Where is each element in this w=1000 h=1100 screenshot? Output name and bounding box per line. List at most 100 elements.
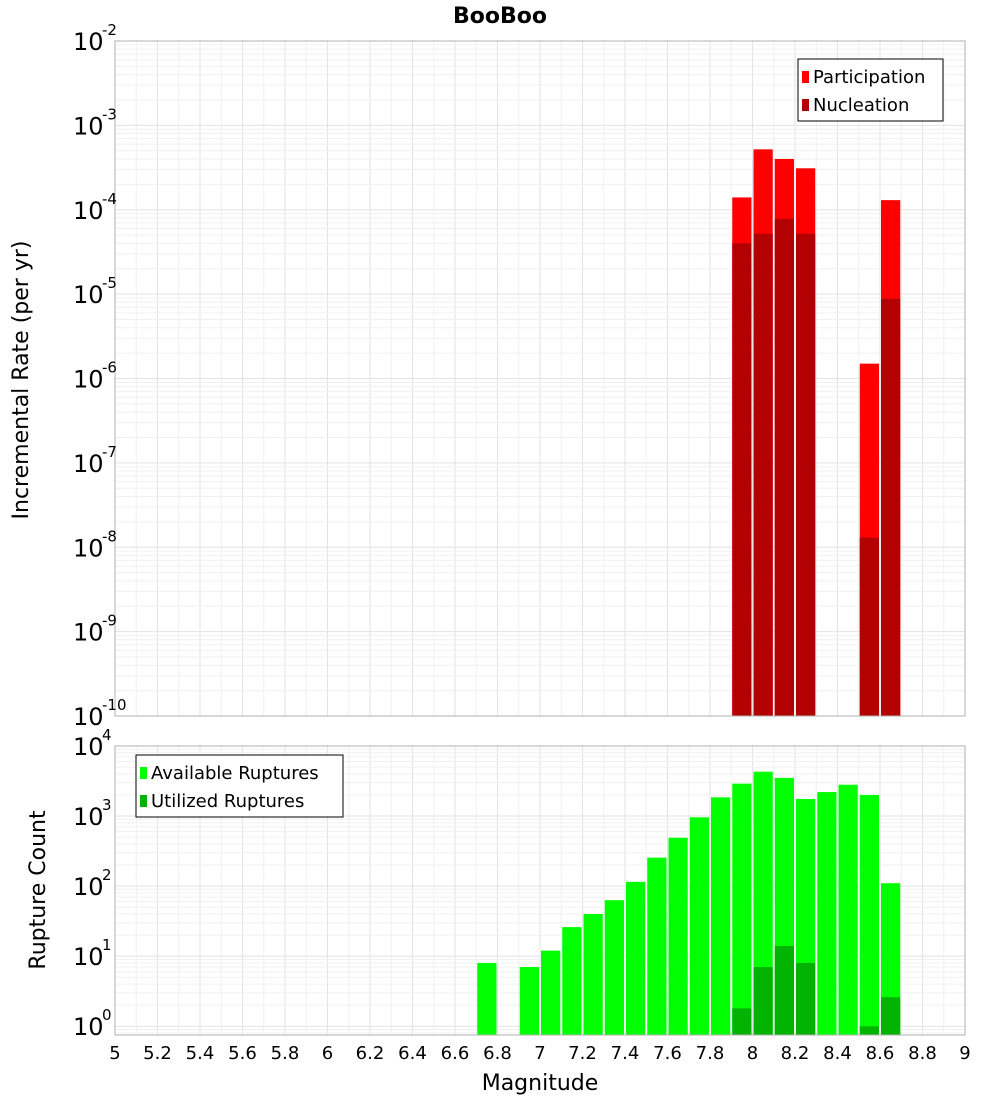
x-tick-label: 8.8 — [908, 1043, 937, 1064]
x-tick-label: 8.4 — [823, 1043, 852, 1064]
top-legend-swatch-nucleation — [802, 99, 809, 111]
bot-bar-available-ruptures — [519, 967, 539, 1035]
top-y-tick-base: 10 — [73, 281, 104, 309]
top-y-tick-base: 10 — [73, 619, 104, 647]
bot-y-tick-exponent: 4 — [102, 726, 112, 744]
bot-bar-available-ruptures — [817, 792, 837, 1035]
bot-bar-utilized-ruptures — [774, 945, 794, 1035]
x-tick-label: 5.8 — [271, 1043, 300, 1064]
x-tick-label: 5.4 — [186, 1043, 215, 1064]
bottom-bars — [477, 771, 901, 1035]
bot-bar-available-ruptures — [604, 900, 624, 1035]
x-tick-label: 7.4 — [611, 1043, 640, 1064]
top-y-tick-exponent: -4 — [102, 190, 117, 208]
top-legend-label-participation: Participation — [813, 67, 925, 88]
x-tick-label: 9 — [959, 1043, 970, 1064]
bot-bar-utilized-ruptures — [753, 967, 773, 1035]
bot-bar-available-ruptures — [541, 950, 561, 1035]
bot-bar-utilized-ruptures — [881, 997, 901, 1035]
top-y-tick-base: 10 — [73, 450, 104, 478]
bot-bar-available-ruptures — [838, 784, 858, 1035]
bot-legend-label-available-ruptures: Available Ruptures — [151, 763, 319, 784]
bot-bar-available-ruptures — [647, 857, 667, 1035]
bot-y-tick-exponent: 0 — [102, 1006, 112, 1024]
bot-bar-available-ruptures — [477, 962, 497, 1035]
bot-y-tick-base: 10 — [73, 873, 104, 901]
x-tick-label: 7.8 — [696, 1043, 725, 1064]
top-legend: Participation Nucleation — [797, 58, 944, 122]
x-tick-label: 6 — [322, 1043, 333, 1064]
top-bar-nucleation — [796, 233, 816, 716]
top-y-tick-label: 10-6 — [73, 359, 117, 394]
top-y-tick-exponent: -3 — [102, 105, 117, 123]
top-y-tick-label: 10-3 — [73, 105, 117, 140]
bottom-legend: Available Ruptures Utilized Ruptures — [135, 754, 344, 818]
x-tick-label: 7.2 — [568, 1043, 597, 1064]
top-bar-nucleation — [881, 298, 901, 716]
bot-bar-available-ruptures — [668, 837, 688, 1035]
bot-bar-available-ruptures — [711, 797, 731, 1035]
bot-y-tick-base: 10 — [73, 943, 104, 971]
bot-legend-label-utilized-ruptures: Utilized Ruptures — [151, 791, 304, 812]
top-grid — [114, 40, 966, 717]
top-y-tick-exponent: -8 — [102, 527, 117, 545]
bot-bar-available-ruptures — [732, 783, 752, 1035]
x-tick-label: 6.4 — [398, 1043, 427, 1064]
x-tick-label: 6.2 — [356, 1043, 385, 1064]
bot-y-tick-exponent: 1 — [102, 936, 112, 954]
top-y-tick-exponent: -6 — [102, 359, 117, 377]
bot-y-tick-exponent: 2 — [102, 866, 112, 884]
top-y-tick-base: 10 — [73, 197, 104, 225]
top-y-tick-base: 10 — [73, 534, 104, 562]
bot-bar-utilized-ruptures — [732, 1008, 752, 1035]
top-y-tick-label: 10-10 — [73, 696, 127, 731]
bottom-y-axis-label: Rupture Count — [26, 810, 51, 970]
x-axis-label: Magnitude — [482, 1071, 599, 1096]
top-y-tick-label: 10-8 — [73, 527, 117, 562]
top-y-tick-base: 10 — [73, 366, 104, 394]
x-tick-label: 6.8 — [483, 1043, 512, 1064]
bot-y-tick-label: 101 — [73, 936, 112, 971]
bot-y-tick-exponent: 3 — [102, 796, 112, 814]
top-legend-box — [797, 58, 944, 122]
x-tick-label: 5 — [109, 1043, 120, 1064]
top-y-tick-label: 10-9 — [73, 612, 117, 647]
x-tick-label: 8.6 — [866, 1043, 895, 1064]
bot-bar-available-ruptures — [583, 914, 603, 1035]
top-y-tick-exponent: -5 — [102, 274, 117, 292]
top-y-tick-base: 10 — [73, 112, 104, 140]
top-y-tick-label: 10-4 — [73, 190, 117, 225]
top-bar-nucleation — [774, 218, 794, 716]
bot-legend-swatch-available-ruptures — [140, 767, 147, 779]
bot-bar-available-ruptures — [859, 794, 879, 1035]
bot-bar-available-ruptures — [562, 927, 582, 1035]
bot-y-tick-base: 10 — [73, 803, 104, 831]
bot-bar-available-ruptures — [881, 883, 901, 1035]
top-legend-label-nucleation: Nucleation — [813, 95, 909, 116]
top-y-tick-label: 10-5 — [73, 274, 117, 309]
top-y-tick-exponent: -2 — [102, 21, 117, 39]
bottom-plot-frame — [114, 745, 966, 1036]
top-legend-swatch-participation — [802, 71, 809, 83]
bot-bar-utilized-ruptures — [859, 1026, 879, 1035]
x-tick-label: 7 — [534, 1043, 545, 1064]
top-bar-nucleation — [732, 243, 752, 717]
x-tick-label: 5.2 — [143, 1043, 172, 1064]
top-y-tick-label: 10-7 — [73, 443, 117, 478]
bot-legend-swatch-utilized-ruptures — [140, 795, 147, 807]
x-tick-label: 7.6 — [653, 1043, 682, 1064]
bot-y-tick-label: 102 — [73, 866, 112, 901]
top-y-tick-base: 10 — [73, 703, 104, 731]
x-tick-labels: 5 5.2 5.4 5.6 5.8 6 6.2 6.4 6.6 6.8 7 7.2 7.4 7.6 7.8 8… — [109, 1043, 970, 1064]
bot-y-tick-label: 103 — [73, 796, 112, 831]
bot-bar-available-ruptures — [689, 817, 709, 1035]
top-bar-nucleation — [859, 537, 879, 716]
top-y-tick-label: 10-2 — [73, 21, 117, 56]
top-bars — [732, 149, 901, 717]
bot-y-tick-base: 10 — [73, 1013, 104, 1041]
